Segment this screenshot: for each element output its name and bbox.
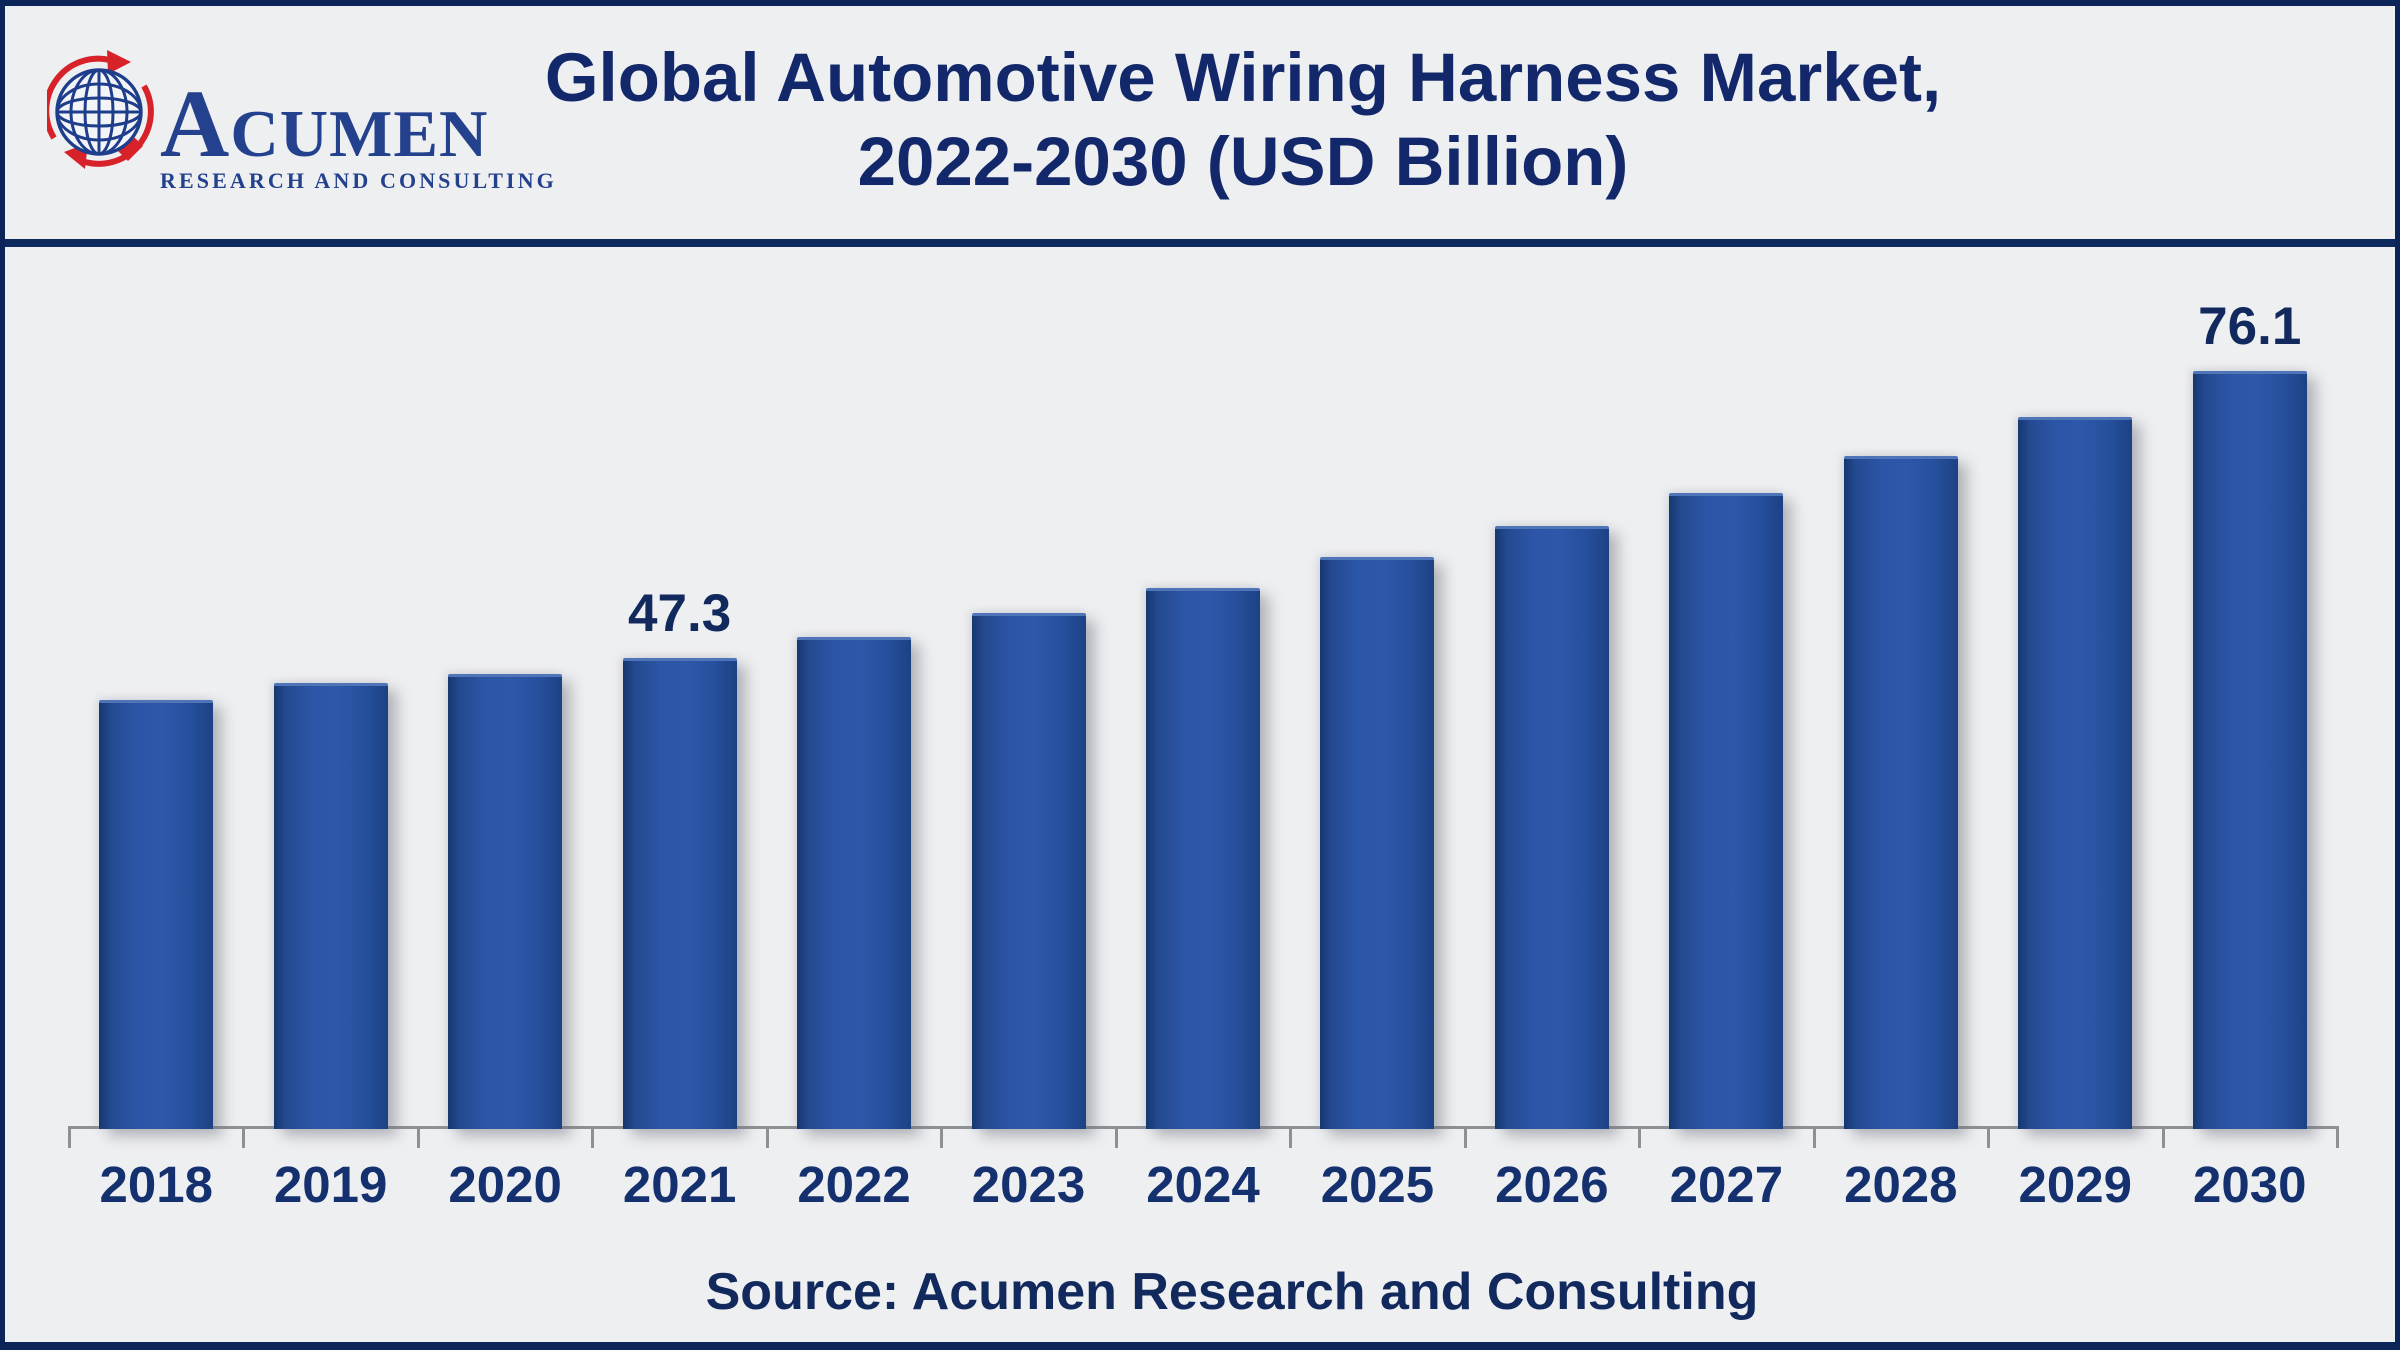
data-label-2021: 47.3 xyxy=(628,584,732,643)
bar-chart: 2018 2019 2020 2021 47.3 2022 2023 2024 2025 2026… xyxy=(5,247,2395,1342)
x-axis-tick xyxy=(242,1126,246,1148)
logo-initial: A xyxy=(160,70,231,177)
bar-2029 xyxy=(2018,417,2133,1129)
page-title-line2: 2022-2030 (USD Billion) xyxy=(857,123,1629,200)
page-title: Global Automotive Wiring Harness Market,… xyxy=(5,36,2395,204)
x-axis-label-2023: 2023 xyxy=(971,1156,1086,1213)
logo-text: ACUMEN RESEARCH AND CONSULTING xyxy=(160,76,557,194)
bar-2028 xyxy=(1843,456,1958,1129)
x-axis-tick xyxy=(68,1126,71,1148)
x-axis-tick xyxy=(1289,1126,1293,1148)
x-axis-label-2025: 2025 xyxy=(1320,1156,1435,1213)
x-axis-tick xyxy=(591,1126,595,1148)
page-title-line1: Global Automotive Wiring Harness Market, xyxy=(544,39,1942,116)
x-axis-tick xyxy=(1114,1126,1118,1148)
bar-2020 xyxy=(448,674,563,1129)
bar-2021 xyxy=(622,658,737,1129)
x-axis-tick xyxy=(2335,1126,2339,1148)
x-axis-label-2028: 2028 xyxy=(1844,1156,1958,1213)
x-axis-tick xyxy=(1812,1126,1816,1148)
x-axis-tick xyxy=(765,1126,769,1148)
header-divider xyxy=(5,239,2395,247)
bar-2018 xyxy=(99,700,214,1129)
x-axis-tick xyxy=(1638,1126,1642,1148)
x-axis-label-2030: 2030 xyxy=(2193,1156,2307,1213)
logo-name-rest: CUMEN xyxy=(230,97,489,171)
bar-2023 xyxy=(971,613,1086,1129)
bar-2024 xyxy=(1145,588,1260,1129)
data-label-2030: 76.1 xyxy=(2198,297,2302,356)
bar-2025 xyxy=(1320,557,1435,1129)
x-axis-label-2029: 2029 xyxy=(2018,1156,2132,1213)
x-axis-label-2024: 2024 xyxy=(1146,1156,1260,1213)
bar-2030 xyxy=(2192,371,2307,1129)
x-axis-label-2019: 2019 xyxy=(273,1156,388,1213)
bar-2027 xyxy=(1669,493,1784,1129)
x-axis-label-2018: 2018 xyxy=(99,1156,213,1213)
x-axis-label-2021: 2021 xyxy=(622,1156,737,1213)
acumen-logo: ACUMEN RESEARCH AND CONSULTING xyxy=(47,42,554,202)
x-axis-tick xyxy=(940,1126,944,1148)
x-axis-label-2027: 2027 xyxy=(1669,1156,1784,1213)
bar-2026 xyxy=(1494,526,1609,1129)
source-caption: Source: Acumen Research and Consulting xyxy=(705,1263,1759,1321)
bar-2019 xyxy=(273,683,388,1129)
x-axis-tick xyxy=(1987,1126,1991,1148)
logo-subtitle: RESEARCH AND CONSULTING xyxy=(160,168,557,193)
x-axis-tick xyxy=(416,1126,420,1148)
header: ACUMEN RESEARCH AND CONSULTING Global Au… xyxy=(5,6,2395,234)
x-axis-tick xyxy=(2161,1126,2165,1148)
x-axis-label-2026: 2026 xyxy=(1495,1156,1609,1213)
logo-company-name: ACUMEN xyxy=(160,76,557,172)
x-axis-label-2022: 2022 xyxy=(797,1156,911,1213)
globe-icon xyxy=(47,50,154,169)
x-axis-tick xyxy=(1463,1126,1467,1148)
bar-2022 xyxy=(797,637,912,1129)
x-axis-label-2020: 2020 xyxy=(448,1156,562,1213)
